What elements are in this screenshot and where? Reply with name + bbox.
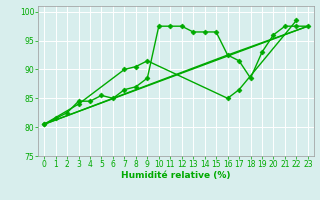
X-axis label: Humidité relative (%): Humidité relative (%)	[121, 171, 231, 180]
